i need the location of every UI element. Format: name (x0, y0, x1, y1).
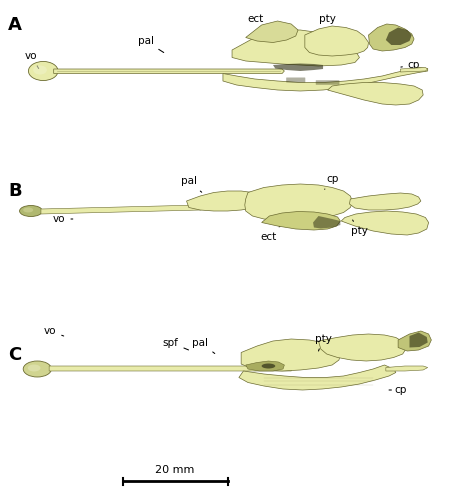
Polygon shape (386, 366, 428, 371)
Polygon shape (400, 68, 428, 72)
Polygon shape (54, 69, 284, 73)
Text: vo: vo (53, 214, 73, 224)
Polygon shape (246, 361, 284, 371)
Ellipse shape (33, 66, 47, 74)
Ellipse shape (262, 364, 275, 368)
Text: pal: pal (192, 338, 215, 353)
Ellipse shape (20, 206, 42, 216)
Polygon shape (318, 334, 406, 361)
Text: pty: pty (314, 334, 332, 351)
Polygon shape (241, 339, 340, 371)
Ellipse shape (23, 208, 33, 212)
Text: cp: cp (325, 174, 339, 190)
Polygon shape (341, 211, 429, 235)
Polygon shape (369, 24, 414, 51)
Text: pty: pty (351, 220, 368, 236)
Text: ect: ect (248, 14, 264, 29)
Text: vo: vo (25, 51, 39, 68)
Polygon shape (187, 191, 262, 211)
Polygon shape (305, 26, 369, 56)
Polygon shape (246, 21, 298, 42)
Text: vo: vo (44, 326, 64, 336)
FancyBboxPatch shape (316, 80, 339, 84)
Text: 20 mm: 20 mm (156, 465, 195, 475)
Ellipse shape (28, 62, 58, 80)
Ellipse shape (23, 361, 51, 377)
Text: cp: cp (389, 385, 407, 395)
Text: spf: spf (163, 338, 188, 350)
Text: cp: cp (401, 60, 420, 70)
Polygon shape (232, 30, 359, 66)
Polygon shape (410, 332, 428, 347)
Text: C: C (8, 346, 21, 364)
Polygon shape (262, 212, 340, 230)
Polygon shape (386, 28, 412, 45)
Polygon shape (349, 193, 421, 210)
Text: ect: ect (260, 225, 281, 242)
Text: A: A (8, 16, 22, 34)
Polygon shape (41, 205, 202, 214)
Polygon shape (239, 365, 396, 390)
Text: pal: pal (181, 176, 202, 192)
Polygon shape (223, 68, 428, 91)
Ellipse shape (28, 364, 40, 372)
Polygon shape (313, 216, 340, 228)
Polygon shape (328, 82, 423, 105)
Polygon shape (245, 184, 353, 221)
Polygon shape (273, 64, 323, 71)
Polygon shape (49, 366, 293, 371)
Polygon shape (398, 331, 431, 351)
Text: pal: pal (137, 36, 164, 52)
Text: pty: pty (319, 14, 336, 31)
FancyBboxPatch shape (286, 78, 305, 82)
Text: B: B (8, 182, 22, 200)
